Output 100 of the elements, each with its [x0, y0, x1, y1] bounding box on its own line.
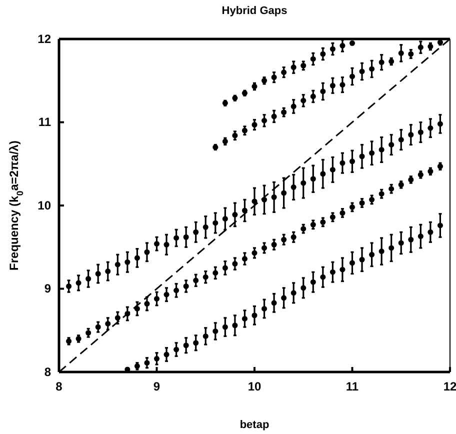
- point: [300, 285, 306, 291]
- point: [290, 290, 296, 296]
- point: [418, 234, 424, 240]
- point: [290, 104, 296, 110]
- point: [105, 268, 111, 274]
- point: [252, 312, 258, 318]
- point: [290, 234, 296, 240]
- point: [418, 44, 424, 50]
- x-tick-label: 10: [248, 380, 262, 394]
- point: [398, 50, 404, 56]
- point: [369, 252, 375, 258]
- point: [320, 274, 326, 280]
- point: [281, 295, 287, 301]
- point: [262, 118, 268, 124]
- point: [271, 242, 277, 248]
- point: [262, 306, 268, 312]
- point: [330, 166, 336, 172]
- y-tick-label: 8: [44, 364, 52, 379]
- point: [95, 324, 101, 330]
- point: [76, 280, 82, 286]
- point: [418, 129, 424, 135]
- point: [183, 234, 189, 240]
- point: [193, 340, 199, 346]
- point: [164, 352, 170, 358]
- point: [271, 74, 277, 80]
- chart-title: Hybrid Gaps: [222, 5, 288, 17]
- point: [154, 296, 160, 302]
- point: [408, 236, 414, 242]
- point: [232, 261, 238, 267]
- y-tick-label: 10: [38, 198, 52, 212]
- point: [290, 184, 296, 190]
- point: [212, 328, 218, 334]
- point: [174, 235, 180, 241]
- point: [281, 70, 287, 76]
- point: [164, 242, 170, 248]
- point: [300, 180, 306, 186]
- point: [252, 250, 258, 256]
- point: [134, 306, 140, 312]
- point: [310, 279, 316, 285]
- point: [388, 245, 394, 251]
- point: [242, 316, 248, 322]
- point: [232, 212, 238, 218]
- x-tick-label: 9: [153, 380, 160, 394]
- point: [183, 342, 189, 348]
- point: [300, 98, 306, 104]
- point: [388, 142, 394, 148]
- point: [378, 146, 384, 152]
- point: [174, 346, 180, 352]
- point: [183, 283, 189, 290]
- point: [349, 158, 356, 164]
- point: [105, 320, 111, 326]
- point: [320, 171, 326, 177]
- point: [340, 160, 346, 166]
- point: [428, 229, 434, 235]
- point: [242, 256, 248, 262]
- point: [359, 154, 365, 160]
- point: [310, 94, 316, 100]
- point: [202, 274, 208, 280]
- point: [212, 220, 218, 226]
- point: [271, 300, 277, 306]
- point: [340, 266, 346, 272]
- point: [222, 216, 228, 222]
- point: [144, 300, 150, 306]
- point: [174, 288, 180, 294]
- point: [86, 276, 92, 282]
- point: [262, 245, 268, 251]
- point: [378, 60, 384, 66]
- point: [340, 42, 346, 48]
- x-axis-title: betap: [240, 419, 270, 431]
- point: [114, 262, 120, 268]
- point: [193, 278, 199, 284]
- point: [310, 56, 316, 62]
- point: [144, 360, 150, 366]
- point: [124, 259, 130, 265]
- x-tick-label: 8: [56, 380, 63, 394]
- point: [222, 265, 228, 271]
- point: [242, 208, 248, 214]
- point: [271, 194, 277, 200]
- point: [437, 121, 443, 127]
- y-tick-label: 12: [38, 32, 52, 46]
- point: [66, 283, 72, 290]
- point: [114, 315, 120, 321]
- x-tick-label: 12: [443, 380, 456, 394]
- point: [428, 125, 434, 131]
- point: [349, 74, 356, 80]
- point: [212, 270, 218, 276]
- point: [281, 236, 287, 242]
- point: [320, 88, 326, 94]
- point: [340, 82, 346, 88]
- point: [154, 241, 160, 247]
- point: [144, 249, 150, 255]
- point: [359, 256, 365, 262]
- point: [281, 190, 287, 196]
- point: [164, 292, 170, 298]
- point: [369, 66, 375, 72]
- point: [320, 51, 326, 57]
- point: [202, 224, 208, 230]
- point: [222, 324, 228, 330]
- point: [369, 150, 375, 156]
- point: [154, 356, 160, 362]
